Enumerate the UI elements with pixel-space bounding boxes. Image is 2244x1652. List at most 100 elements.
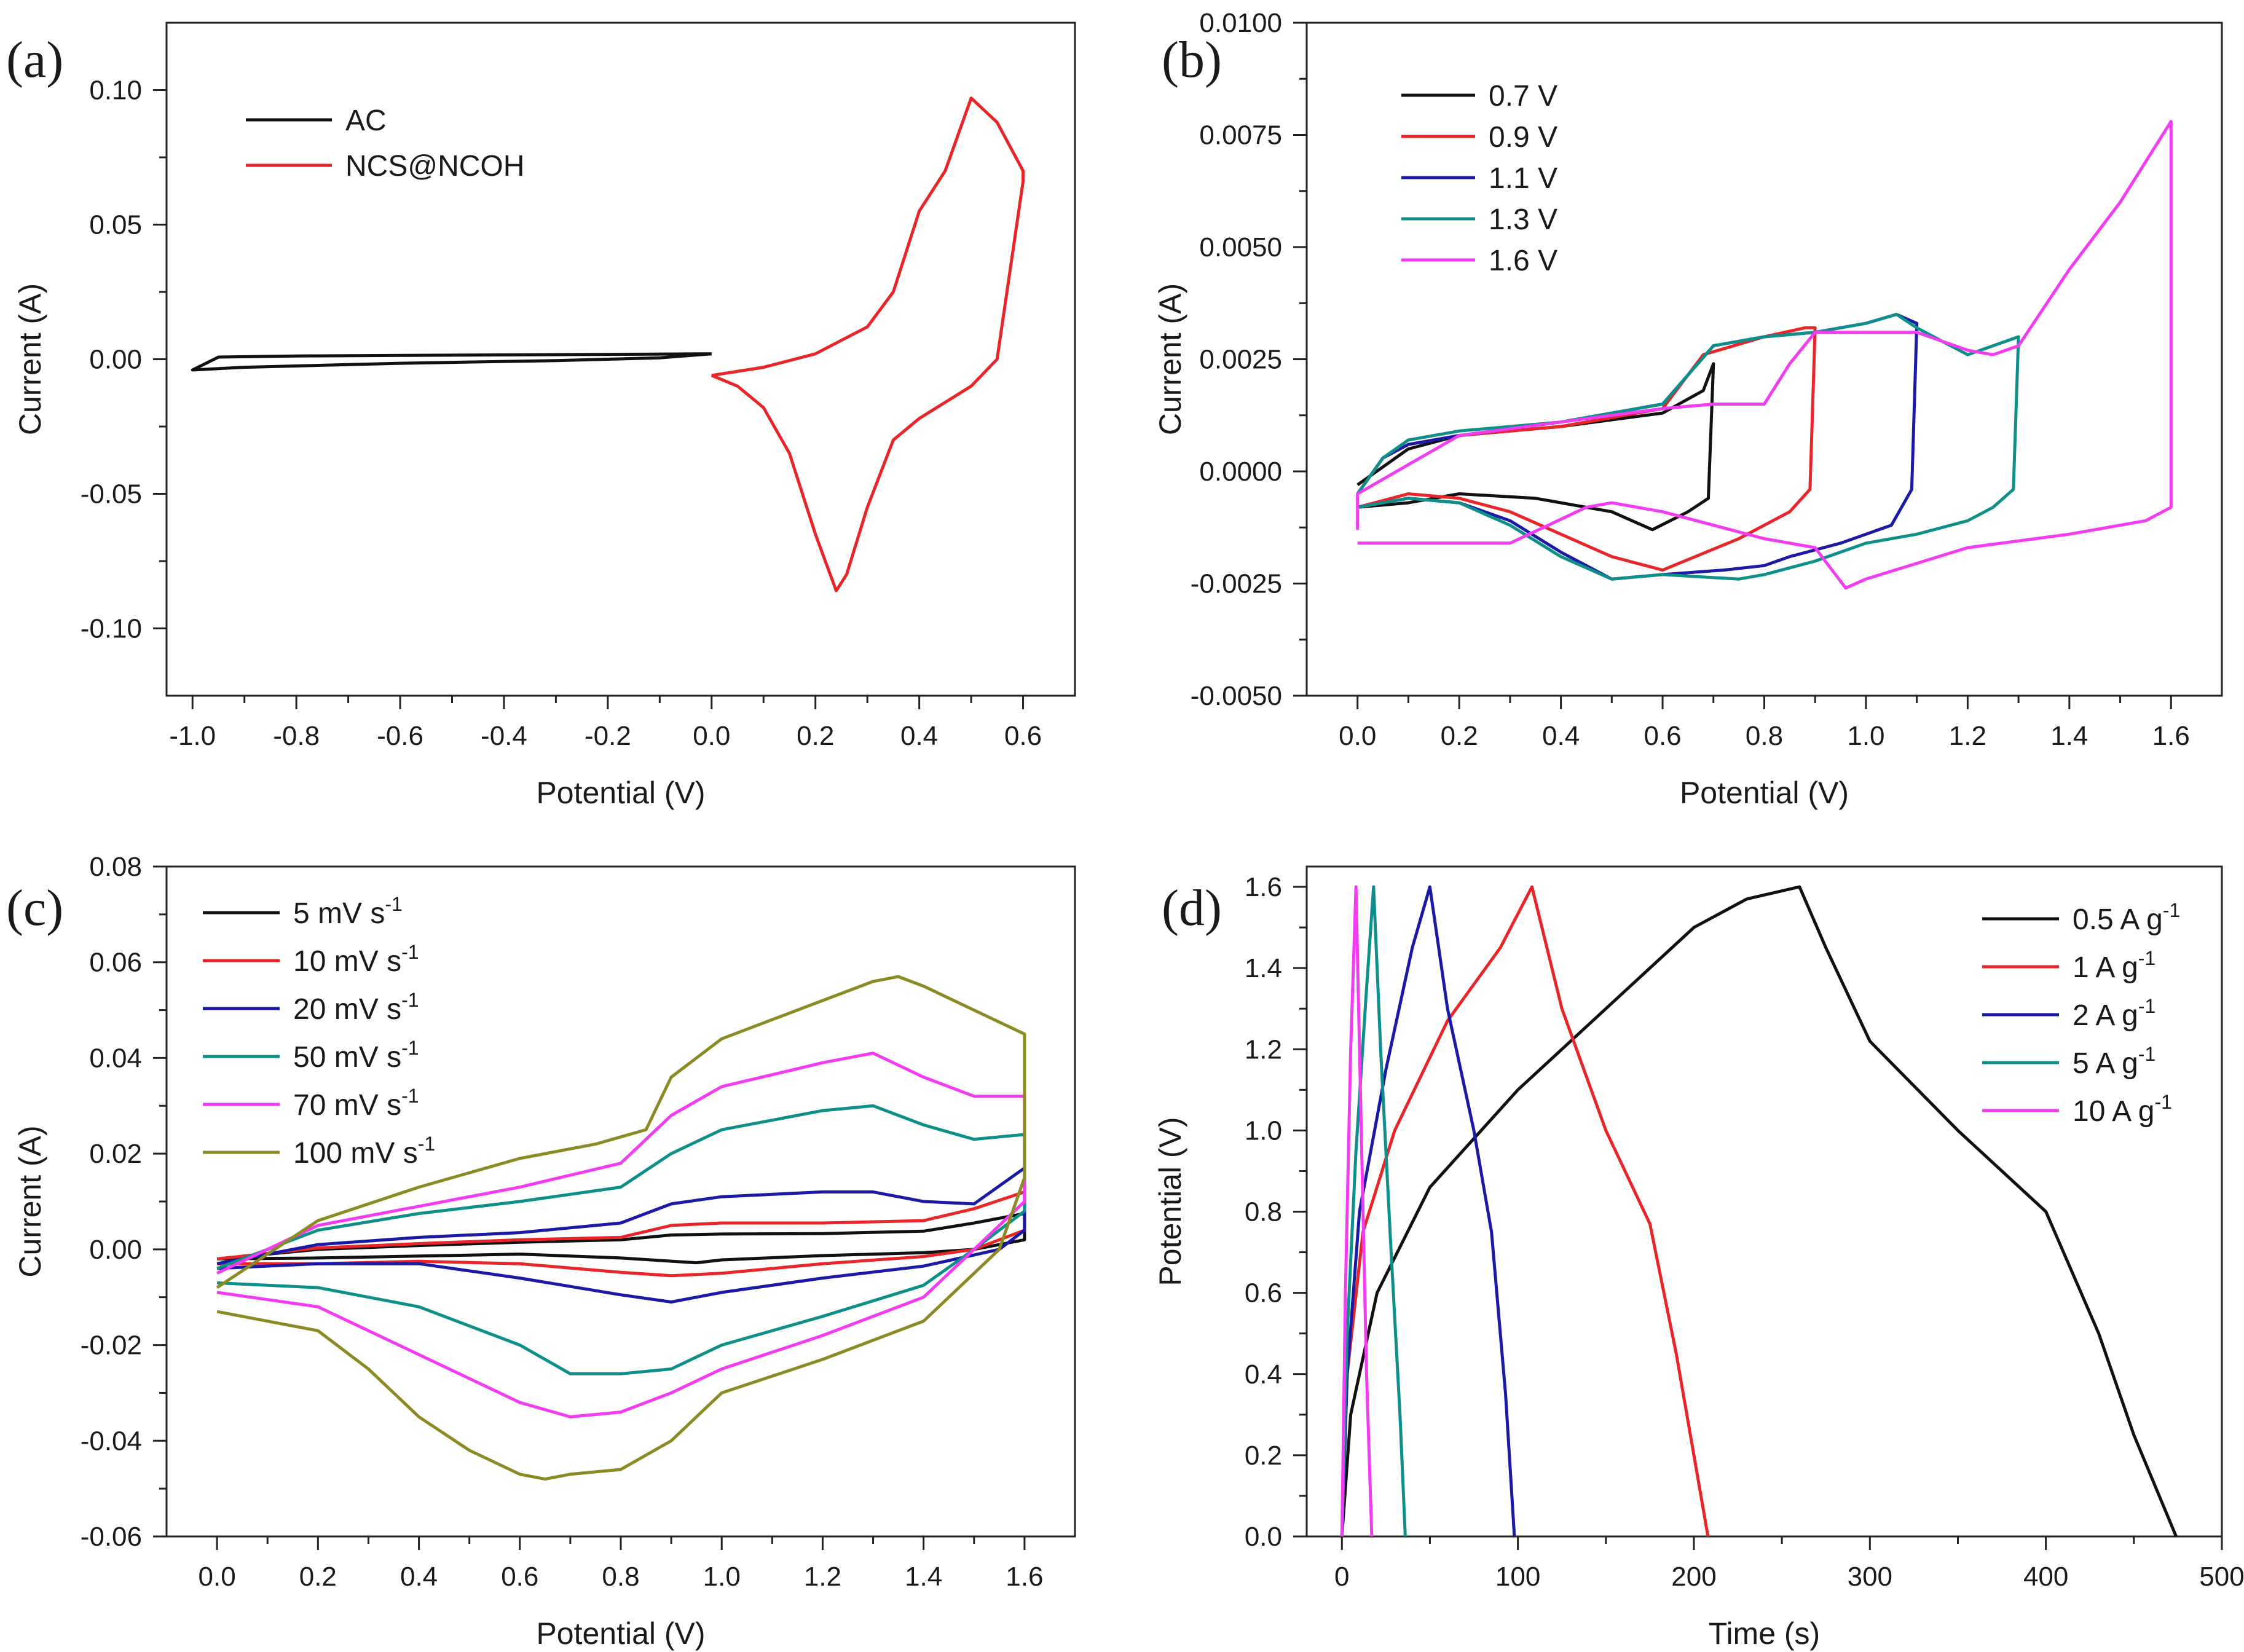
y-tick-label: 1.6 <box>1245 872 1282 902</box>
y-tick-label: 0.6 <box>1245 1278 1282 1308</box>
legend-label-exponent: -1 <box>418 1133 435 1155</box>
y-tick-label: 0.10 <box>89 76 142 106</box>
y-tick-label: -0.0025 <box>1191 569 1282 599</box>
x-tick-label: 1.6 <box>1006 1562 1043 1592</box>
panel-label: (d) <box>1162 879 1222 937</box>
x-tick-label: 1.4 <box>2050 721 2088 751</box>
x-tick-label: 0.0 <box>1339 721 1376 751</box>
legend-label-exponent: -1 <box>2138 995 2155 1017</box>
x-tick-label: 0.8 <box>602 1562 639 1592</box>
legend-label-exponent: -1 <box>2163 899 2180 921</box>
x-tick-label: 1.0 <box>703 1562 741 1592</box>
legend-label: AC <box>345 104 387 137</box>
legend-label-main: 2 A g <box>2073 999 2138 1032</box>
y-tick-label: -0.06 <box>81 1522 142 1552</box>
y-axis-title: Current (A) <box>13 283 47 435</box>
x-tick-label: 500 <box>2199 1562 2244 1592</box>
panel-2: (c) 0.0 0.2 0.4 0.6 0.8 1.0 1.2 1.4 1.6 -0.06 -0.04… <box>6 852 1076 1651</box>
legend-label-exponent: -1 <box>2154 1091 2171 1113</box>
panel-3: (d) 0 100 200 300 400 500 0.0 0.2 0.4 0.6 0.8 1.0 1.2… <box>1153 865 2244 1651</box>
legend-label: 5 mV s-1 <box>293 893 403 930</box>
legend: 0.5 A g-11 A g-12 A g-15 A g-110 A g-1 <box>1982 899 2180 1128</box>
x-tick-label: 0.2 <box>1441 721 1478 751</box>
y-tick-label: 0.00 <box>89 1235 142 1265</box>
x-tick-label: 0 <box>1334 1562 1349 1592</box>
legend-label: 10 A g-1 <box>2073 1091 2172 1128</box>
legend-label: 1 A g-1 <box>2073 947 2155 984</box>
x-tick-label: 0.2 <box>797 721 834 751</box>
y-axis-title: Current (A) <box>1153 283 1187 435</box>
y-tick-label: 0.0050 <box>1199 232 1282 262</box>
legend-label-main: 20 mV s <box>293 993 401 1026</box>
legend-label: 100 mV s-1 <box>293 1133 435 1170</box>
y-axis-title: Current (A) <box>13 1125 47 1277</box>
y-tick-label: -0.04 <box>81 1426 142 1456</box>
legend-label-exponent: -1 <box>401 941 419 963</box>
legend-label: 10 mV s-1 <box>293 941 419 978</box>
legend-label: 1.3 V <box>1489 203 1557 236</box>
x-tick-label: 0.4 <box>900 721 938 751</box>
series-line-1 <box>711 96 1025 592</box>
y-axis-title: Potential (V) <box>1153 1117 1187 1286</box>
x-tick-label: 1.4 <box>905 1562 942 1592</box>
legend: AC NCS@NCOH <box>246 104 524 183</box>
series-line-2 <box>1340 885 1516 1536</box>
y-tick-label: 0.05 <box>89 210 142 240</box>
legend-label: 5 A g-1 <box>2073 1043 2155 1080</box>
x-tick-label: 0.6 <box>1004 721 1042 751</box>
y-tick-label: 0.8 <box>1245 1197 1282 1227</box>
legend-label: 1.6 V <box>1489 245 1557 277</box>
y-tick-label: 0.4 <box>1245 1359 1282 1390</box>
plot-frame <box>1305 865 2223 1538</box>
series-line-4 <box>1356 120 2173 590</box>
x-tick-label: 200 <box>1671 1562 1716 1592</box>
legend-label-main: 10 A g <box>2073 1095 2154 1128</box>
y-tick-label: 0.0025 <box>1199 345 1282 375</box>
legend-label-exponent: -1 <box>2138 1043 2155 1065</box>
x-tick-label: 1.0 <box>1847 721 1884 751</box>
panel-label: (c) <box>6 879 63 937</box>
panel-label: (a) <box>6 31 63 88</box>
legend-label-main: 5 mV s <box>293 897 385 930</box>
series-line-3 <box>1356 313 2020 581</box>
legend-label-exponent: -1 <box>401 1085 419 1107</box>
x-tick-label: 100 <box>1495 1562 1540 1592</box>
legend-label: NCS@NCOH <box>345 150 524 183</box>
y-tick-label: -0.10 <box>81 614 142 644</box>
panel-1: (b) 0.0 0.2 0.4 0.6 0.8 1.0 1.2 1.4 1.6 -0.0050 -0.… <box>1153 8 2223 810</box>
x-tick-label: 0.0 <box>693 721 730 751</box>
x-tick-label: 300 <box>1848 1562 1892 1592</box>
legend-label: 0.7 V <box>1489 80 1557 112</box>
y-tick-label: 0.0 <box>1245 1522 1282 1552</box>
x-tick-label: 0.8 <box>1746 721 1783 751</box>
series-line-0 <box>1340 885 2178 1536</box>
series-line-0 <box>191 352 712 372</box>
panel-label: (b) <box>1162 31 1222 88</box>
y-tick-label: 0.2 <box>1245 1441 1282 1471</box>
x-tick-label: 400 <box>2023 1562 2068 1592</box>
x-tick-label: -0.2 <box>585 721 631 751</box>
legend-label-main: 10 mV s <box>293 945 401 978</box>
legend-label-exponent: -1 <box>385 893 402 915</box>
y-tick-label: 1.4 <box>1245 953 1282 983</box>
y-tick-label: 1.0 <box>1245 1115 1282 1146</box>
x-tick-label: 1.6 <box>2152 721 2190 751</box>
x-tick-label: -0.4 <box>481 721 527 751</box>
x-tick-label: 1.2 <box>804 1562 841 1592</box>
y-tick-label: 0.00 <box>89 345 142 375</box>
y-tick-label: 1.2 <box>1245 1034 1282 1064</box>
x-tick-label: 0.4 <box>400 1562 438 1592</box>
legend-label: 0.5 A g-1 <box>2073 899 2180 936</box>
x-tick-label: -0.8 <box>273 721 320 751</box>
legend: 0.7 V 0.9 V 1.1 V 1.3 V 1.6 V <box>1401 80 1557 277</box>
y-tick-label: -0.0050 <box>1191 681 1282 711</box>
legend-label-main: 5 A g <box>2073 1047 2138 1080</box>
legend-label-main: 100 mV s <box>293 1137 418 1170</box>
y-tick-label: 0.0100 <box>1199 8 1282 38</box>
y-tick-label: 0.04 <box>89 1043 142 1073</box>
y-tick-label: -0.02 <box>81 1331 142 1361</box>
y-tick-label: 0.0000 <box>1199 457 1282 487</box>
x-tick-label: 0.6 <box>501 1562 538 1592</box>
legend-label-exponent: -1 <box>401 989 419 1011</box>
